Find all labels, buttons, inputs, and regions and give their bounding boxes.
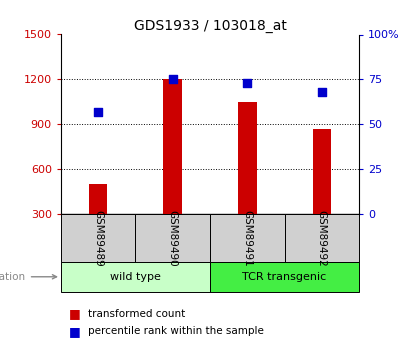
Text: transformed count: transformed count — [88, 309, 186, 319]
Bar — [285, 214, 359, 262]
Text: ■: ■ — [69, 325, 81, 338]
Bar — [210, 262, 359, 292]
Point — [95, 109, 102, 115]
Bar — [61, 214, 135, 262]
Text: GSM89489: GSM89489 — [93, 210, 103, 266]
Bar — [312, 129, 331, 214]
Text: GSM89492: GSM89492 — [317, 210, 327, 266]
Point — [318, 89, 325, 95]
Text: ■: ■ — [69, 307, 81, 321]
Text: GSM89490: GSM89490 — [168, 210, 178, 266]
Text: GDS1933 / 103018_at: GDS1933 / 103018_at — [134, 19, 286, 33]
Text: percentile rank within the sample: percentile rank within the sample — [88, 326, 264, 336]
Text: GSM89491: GSM89491 — [242, 210, 252, 266]
Text: TCR transgenic: TCR transgenic — [242, 272, 327, 282]
Text: genotype/variation: genotype/variation — [0, 272, 57, 282]
Bar — [89, 184, 108, 214]
Bar — [61, 262, 210, 292]
Point — [169, 77, 176, 82]
Bar — [210, 214, 285, 262]
Bar — [135, 214, 210, 262]
Point — [244, 80, 251, 86]
Bar — [238, 102, 257, 214]
Text: wild type: wild type — [110, 272, 161, 282]
Bar — [163, 79, 182, 214]
